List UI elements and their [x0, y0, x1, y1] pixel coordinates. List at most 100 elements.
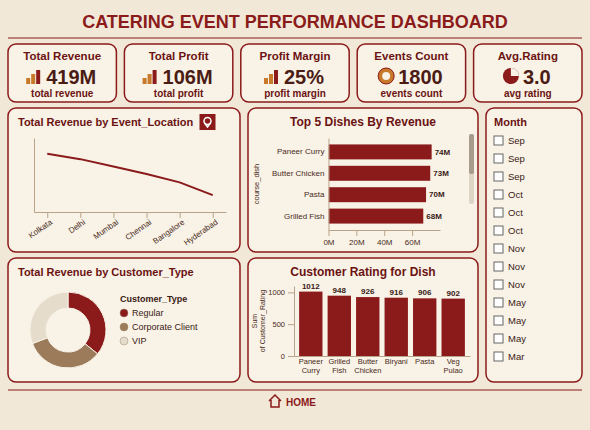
bar	[328, 166, 430, 181]
tick: Pasta	[304, 190, 328, 199]
slicer-item[interactable]: Nov	[508, 279, 525, 290]
tick: Butter Chicken	[272, 169, 328, 178]
tick-label: GrilledFish	[328, 357, 350, 374]
chart-title: Customer Rating for Dish	[290, 265, 435, 279]
footer-rule	[8, 389, 582, 390]
text-line: Pasta	[415, 357, 435, 366]
slicer-item[interactable]: Sep	[508, 135, 525, 146]
axis-title: Sumof Customer_Rating	[251, 290, 267, 352]
hbar-chart-panel: Top 5 Dishes By Revenue74M73M70M68M0M20M…	[248, 108, 478, 252]
tick-mark	[328, 230, 329, 236]
slicer-item[interactable]: May	[508, 333, 526, 344]
icon-part	[503, 68, 519, 84]
home-icon[interactable]	[269, 395, 281, 407]
axis-line	[294, 287, 295, 357]
checkbox[interactable]	[494, 244, 503, 253]
data-label: 1012	[302, 282, 320, 291]
checkbox[interactable]	[494, 226, 503, 235]
kpi-subtitle: total revenue	[31, 88, 94, 99]
kpi-subtitle: total profit	[154, 88, 204, 99]
tick: Grilled Fish	[284, 212, 328, 221]
slice	[32, 338, 97, 368]
legend-label: VIP	[132, 336, 147, 346]
panel-frame	[8, 108, 240, 252]
checkbox[interactable]	[494, 190, 503, 199]
slicer-title: Month	[494, 116, 527, 128]
text-line: Fish	[332, 366, 346, 375]
kpi-subtitle: profit margin	[264, 88, 326, 99]
scrollbar	[469, 134, 474, 204]
tick: 0	[281, 352, 294, 361]
slicer-item[interactable]: Sep	[508, 171, 525, 182]
checkbox[interactable]	[494, 334, 503, 343]
tick-label: 0	[281, 352, 285, 361]
kpi-value: 106M	[163, 66, 213, 88]
kpi-value: 25%	[284, 66, 324, 88]
legend-label: Regular	[132, 308, 164, 318]
tick-label: Delhi	[67, 218, 87, 236]
slicer-item[interactable]: May	[508, 297, 526, 308]
text-line: Pulao	[444, 366, 463, 375]
panel-frame	[248, 258, 478, 382]
tick: Hyderabad	[182, 212, 219, 247]
legend-marker	[120, 323, 128, 331]
slicer-item[interactable]: Nov	[508, 243, 525, 254]
text-line: Chicken	[354, 366, 381, 375]
plot-area	[299, 292, 465, 356]
legend-title: Customer_Type	[120, 294, 187, 304]
tick-label: 20M	[349, 238, 365, 247]
home-label[interactable]: HOME	[286, 397, 316, 408]
tick-mark	[288, 356, 294, 357]
background	[0, 0, 590, 430]
axis: 05001000	[268, 287, 294, 361]
tick: PaneerCurry	[299, 356, 324, 375]
bar-chart-panel: Customer Rating for Dish1012948926916906…	[248, 258, 478, 382]
slicer-item[interactable]: Nov	[508, 261, 525, 272]
checkbox[interactable]	[494, 208, 503, 217]
checkbox[interactable]	[494, 352, 503, 361]
panel-frame	[357, 44, 465, 102]
kpi-title: Profit Margin	[260, 50, 331, 62]
checkbox[interactable]	[494, 280, 503, 289]
plot-area	[30, 292, 106, 368]
checkbox[interactable]	[494, 316, 503, 325]
tick: 60M	[405, 230, 421, 247]
checkbox[interactable]	[494, 172, 503, 181]
tick: 500	[272, 320, 294, 329]
checkbox[interactable]	[494, 136, 503, 145]
data-line	[47, 154, 213, 195]
checkbox[interactable]	[494, 298, 503, 307]
axis: KolkataDelhiMumbaiChennaiBangaloreHydera…	[27, 212, 227, 247]
icon-part	[36, 70, 40, 84]
axis: PaneerCurryGrilledFishButterChickenBirya…	[295, 356, 471, 375]
slicer-item[interactable]: May	[508, 315, 526, 326]
plot-area	[328, 144, 431, 223]
slicer-item[interactable]: Mar	[508, 351, 524, 362]
kpi-subtitle: avg rating	[504, 88, 552, 99]
home-button[interactable]: HOME	[269, 395, 316, 408]
tick: 40M	[377, 230, 393, 247]
slice	[68, 292, 106, 354]
tick-label: Kolkata	[27, 217, 54, 240]
tick: 0M	[323, 230, 334, 247]
kpi-title: Total Profit	[149, 50, 209, 62]
slicer-item[interactable]: Oct	[508, 207, 523, 218]
kpi-value: 419M	[46, 66, 96, 88]
tick-label: Hyderabad	[182, 218, 219, 248]
checkbox[interactable]	[494, 154, 503, 163]
chart-title: Total Revenue by Event_Location	[18, 116, 194, 128]
kpi-value: 1800	[398, 66, 443, 88]
bar	[328, 209, 423, 224]
axis-line	[34, 139, 35, 213]
slicer-item[interactable]: Oct	[508, 189, 523, 200]
checkbox[interactable]	[494, 262, 503, 271]
data-label: 926	[361, 287, 375, 296]
icon-part	[153, 70, 157, 84]
slicer-item[interactable]: Sep	[508, 153, 525, 164]
icon-part	[264, 78, 268, 84]
tick-label: 0M	[323, 238, 334, 247]
slicer-item[interactable]: Oct	[508, 225, 523, 236]
icon-part	[148, 74, 152, 84]
panel-frame	[8, 258, 240, 382]
donut-chart-panel: Total Revenue by Customer_TypeCustomer_T…	[8, 258, 240, 382]
